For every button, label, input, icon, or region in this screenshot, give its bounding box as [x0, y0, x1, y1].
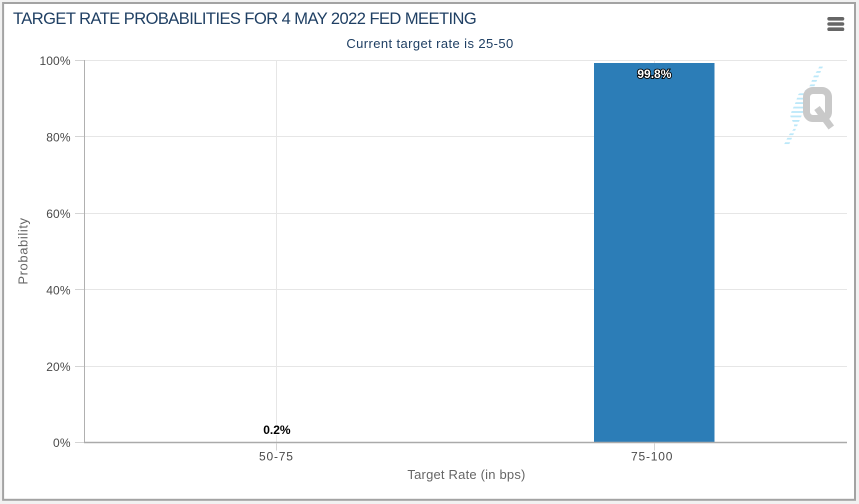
svg-text:0%: 0%: [53, 436, 71, 450]
svg-text:TARGET RATE PROBABILITIES FOR: TARGET RATE PROBABILITIES FOR 4 MAY 2022…: [13, 10, 476, 28]
svg-text:Current target rate is 25-50: Current target rate is 25-50: [346, 36, 513, 51]
svg-text:40%: 40%: [46, 284, 71, 298]
svg-text:Target Rate (in bps): Target Rate (in bps): [407, 467, 525, 482]
svg-text:60%: 60%: [46, 207, 71, 221]
svg-text:50-75: 50-75: [259, 450, 294, 464]
svg-text:99.8%: 99.8%: [637, 67, 671, 81]
svg-text:0.2%: 0.2%: [263, 423, 291, 437]
svg-text:Probability: Probability: [15, 217, 30, 284]
svg-text:20%: 20%: [46, 360, 71, 374]
svg-text:100%: 100%: [40, 54, 71, 68]
svg-text:80%: 80%: [46, 131, 71, 145]
svg-text:75-100: 75-100: [631, 450, 673, 464]
